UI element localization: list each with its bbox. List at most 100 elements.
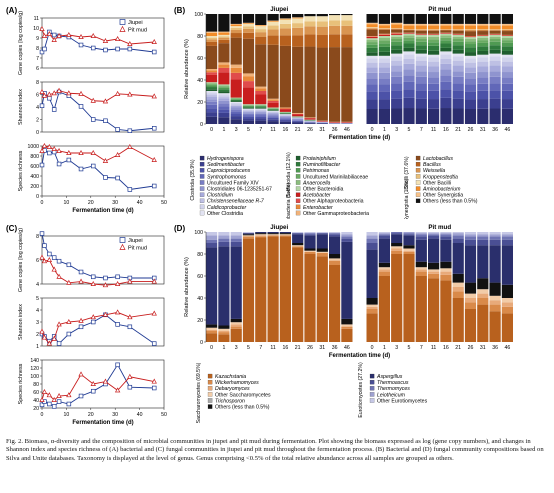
bar-segment <box>366 99 378 109</box>
bar-segment <box>440 236 452 240</box>
bar-segment <box>452 39 464 42</box>
legend-item-label: Aminobacterium <box>422 187 461 193</box>
pitmud-point <box>46 91 53 97</box>
bar-segment <box>452 34 464 35</box>
bar-segment <box>206 39 218 42</box>
bar-segment <box>255 113 267 116</box>
jiupei-point <box>51 404 57 409</box>
jiupei-point <box>39 402 45 408</box>
bar-segment <box>428 232 440 234</box>
jiupei-point <box>90 319 96 325</box>
bar-segment <box>415 14 427 24</box>
bar-segment <box>267 115 279 117</box>
bar-segment <box>329 47 341 122</box>
legend-item-label: Bacillus <box>423 162 441 168</box>
subplot-frame <box>41 17 165 69</box>
bar-segment <box>267 44 279 99</box>
legend-swatch <box>199 192 205 197</box>
pitmud-point <box>41 334 48 340</box>
pitmud-point <box>78 317 84 323</box>
bar-segment <box>501 236 513 240</box>
bar-segment <box>230 322 242 325</box>
bar-segment <box>316 14 328 17</box>
pitmud-point <box>46 143 53 149</box>
bar-segment <box>206 331 218 334</box>
bar-segment <box>218 32 230 35</box>
jiupei-point <box>56 341 62 346</box>
legend-swatch <box>207 380 213 385</box>
bar-segment <box>304 233 316 235</box>
bar-segment <box>255 233 267 235</box>
bar-segment <box>230 14 242 24</box>
pitmud-point <box>66 279 72 285</box>
jiupei-point <box>66 331 72 337</box>
legend-swatch <box>199 174 205 179</box>
panel-a-chart: (A) 6 7 8 9 10 11 Gene copies (log copies/g) 0 2 4… <box>6 6 167 214</box>
bar-segment <box>464 36 477 38</box>
bar-segment <box>489 76 501 84</box>
subplot-frame <box>41 81 165 133</box>
bar-segment <box>452 71 464 77</box>
bar-segment <box>267 111 279 113</box>
bar-segment <box>440 261 452 269</box>
bar-segment <box>464 91 477 100</box>
bar-segment <box>415 234 427 237</box>
pitmud-point <box>56 273 62 279</box>
bar-segment <box>489 83 501 91</box>
bar-segment <box>428 25 440 30</box>
jiupei-point <box>39 162 45 168</box>
bar-segment <box>292 27 304 36</box>
x-tick-label: 21 <box>295 345 301 351</box>
bar-segment <box>415 34 427 35</box>
jiupei-point <box>127 384 133 390</box>
bar-segment <box>366 78 378 85</box>
x-tick-label: 3 <box>395 345 398 351</box>
y-tick-label: 20 <box>33 406 39 412</box>
bar-segment <box>218 109 230 113</box>
pitmud-point <box>39 328 45 334</box>
pitmud-point <box>78 371 84 377</box>
bar-segment <box>428 271 440 274</box>
bar-segment <box>279 45 291 108</box>
bar-segment <box>292 17 304 19</box>
pitmud-point <box>46 256 53 262</box>
legend-swatch <box>415 192 421 197</box>
bar-segment <box>242 76 255 82</box>
legend-item-label: Hydrogenispora <box>207 156 244 162</box>
pitmud-point <box>90 280 96 286</box>
bar-segment <box>255 116 267 119</box>
bar-segment <box>279 120 291 122</box>
bar-segment <box>242 26 255 29</box>
jiupei-point <box>47 150 52 156</box>
x-tick-label: 7 <box>259 345 262 351</box>
y-tick-label: 8 <box>36 234 39 240</box>
legend-swatch <box>199 186 205 191</box>
subplot-frame <box>41 145 165 197</box>
bar-segment <box>230 99 242 101</box>
legend-swatch <box>207 386 213 391</box>
bar-segment <box>501 61 513 67</box>
legend-item-label: Lactobacillus <box>423 156 453 162</box>
bar-segment <box>230 102 242 103</box>
bar-segment <box>489 295 501 301</box>
bar-segment <box>366 235 378 239</box>
bar-segment <box>292 113 304 115</box>
bar-segment <box>403 54 415 59</box>
bar-segment <box>440 234 452 237</box>
jiupei-point <box>66 262 72 268</box>
jiupei-point <box>90 45 96 51</box>
bar-segment <box>501 54 513 58</box>
bar-segment <box>452 53 464 57</box>
bar-segment <box>477 37 489 41</box>
jiupei-point <box>151 183 157 189</box>
bar-segment <box>230 24 242 27</box>
jiupei-point <box>115 175 120 181</box>
pitmud-point <box>127 91 133 97</box>
bar-segment <box>242 110 255 112</box>
bar-segment <box>304 123 316 124</box>
bar-segment <box>242 81 255 88</box>
bar-segment <box>415 276 427 342</box>
bar-segment <box>218 39 230 44</box>
bar-segment <box>440 33 452 36</box>
